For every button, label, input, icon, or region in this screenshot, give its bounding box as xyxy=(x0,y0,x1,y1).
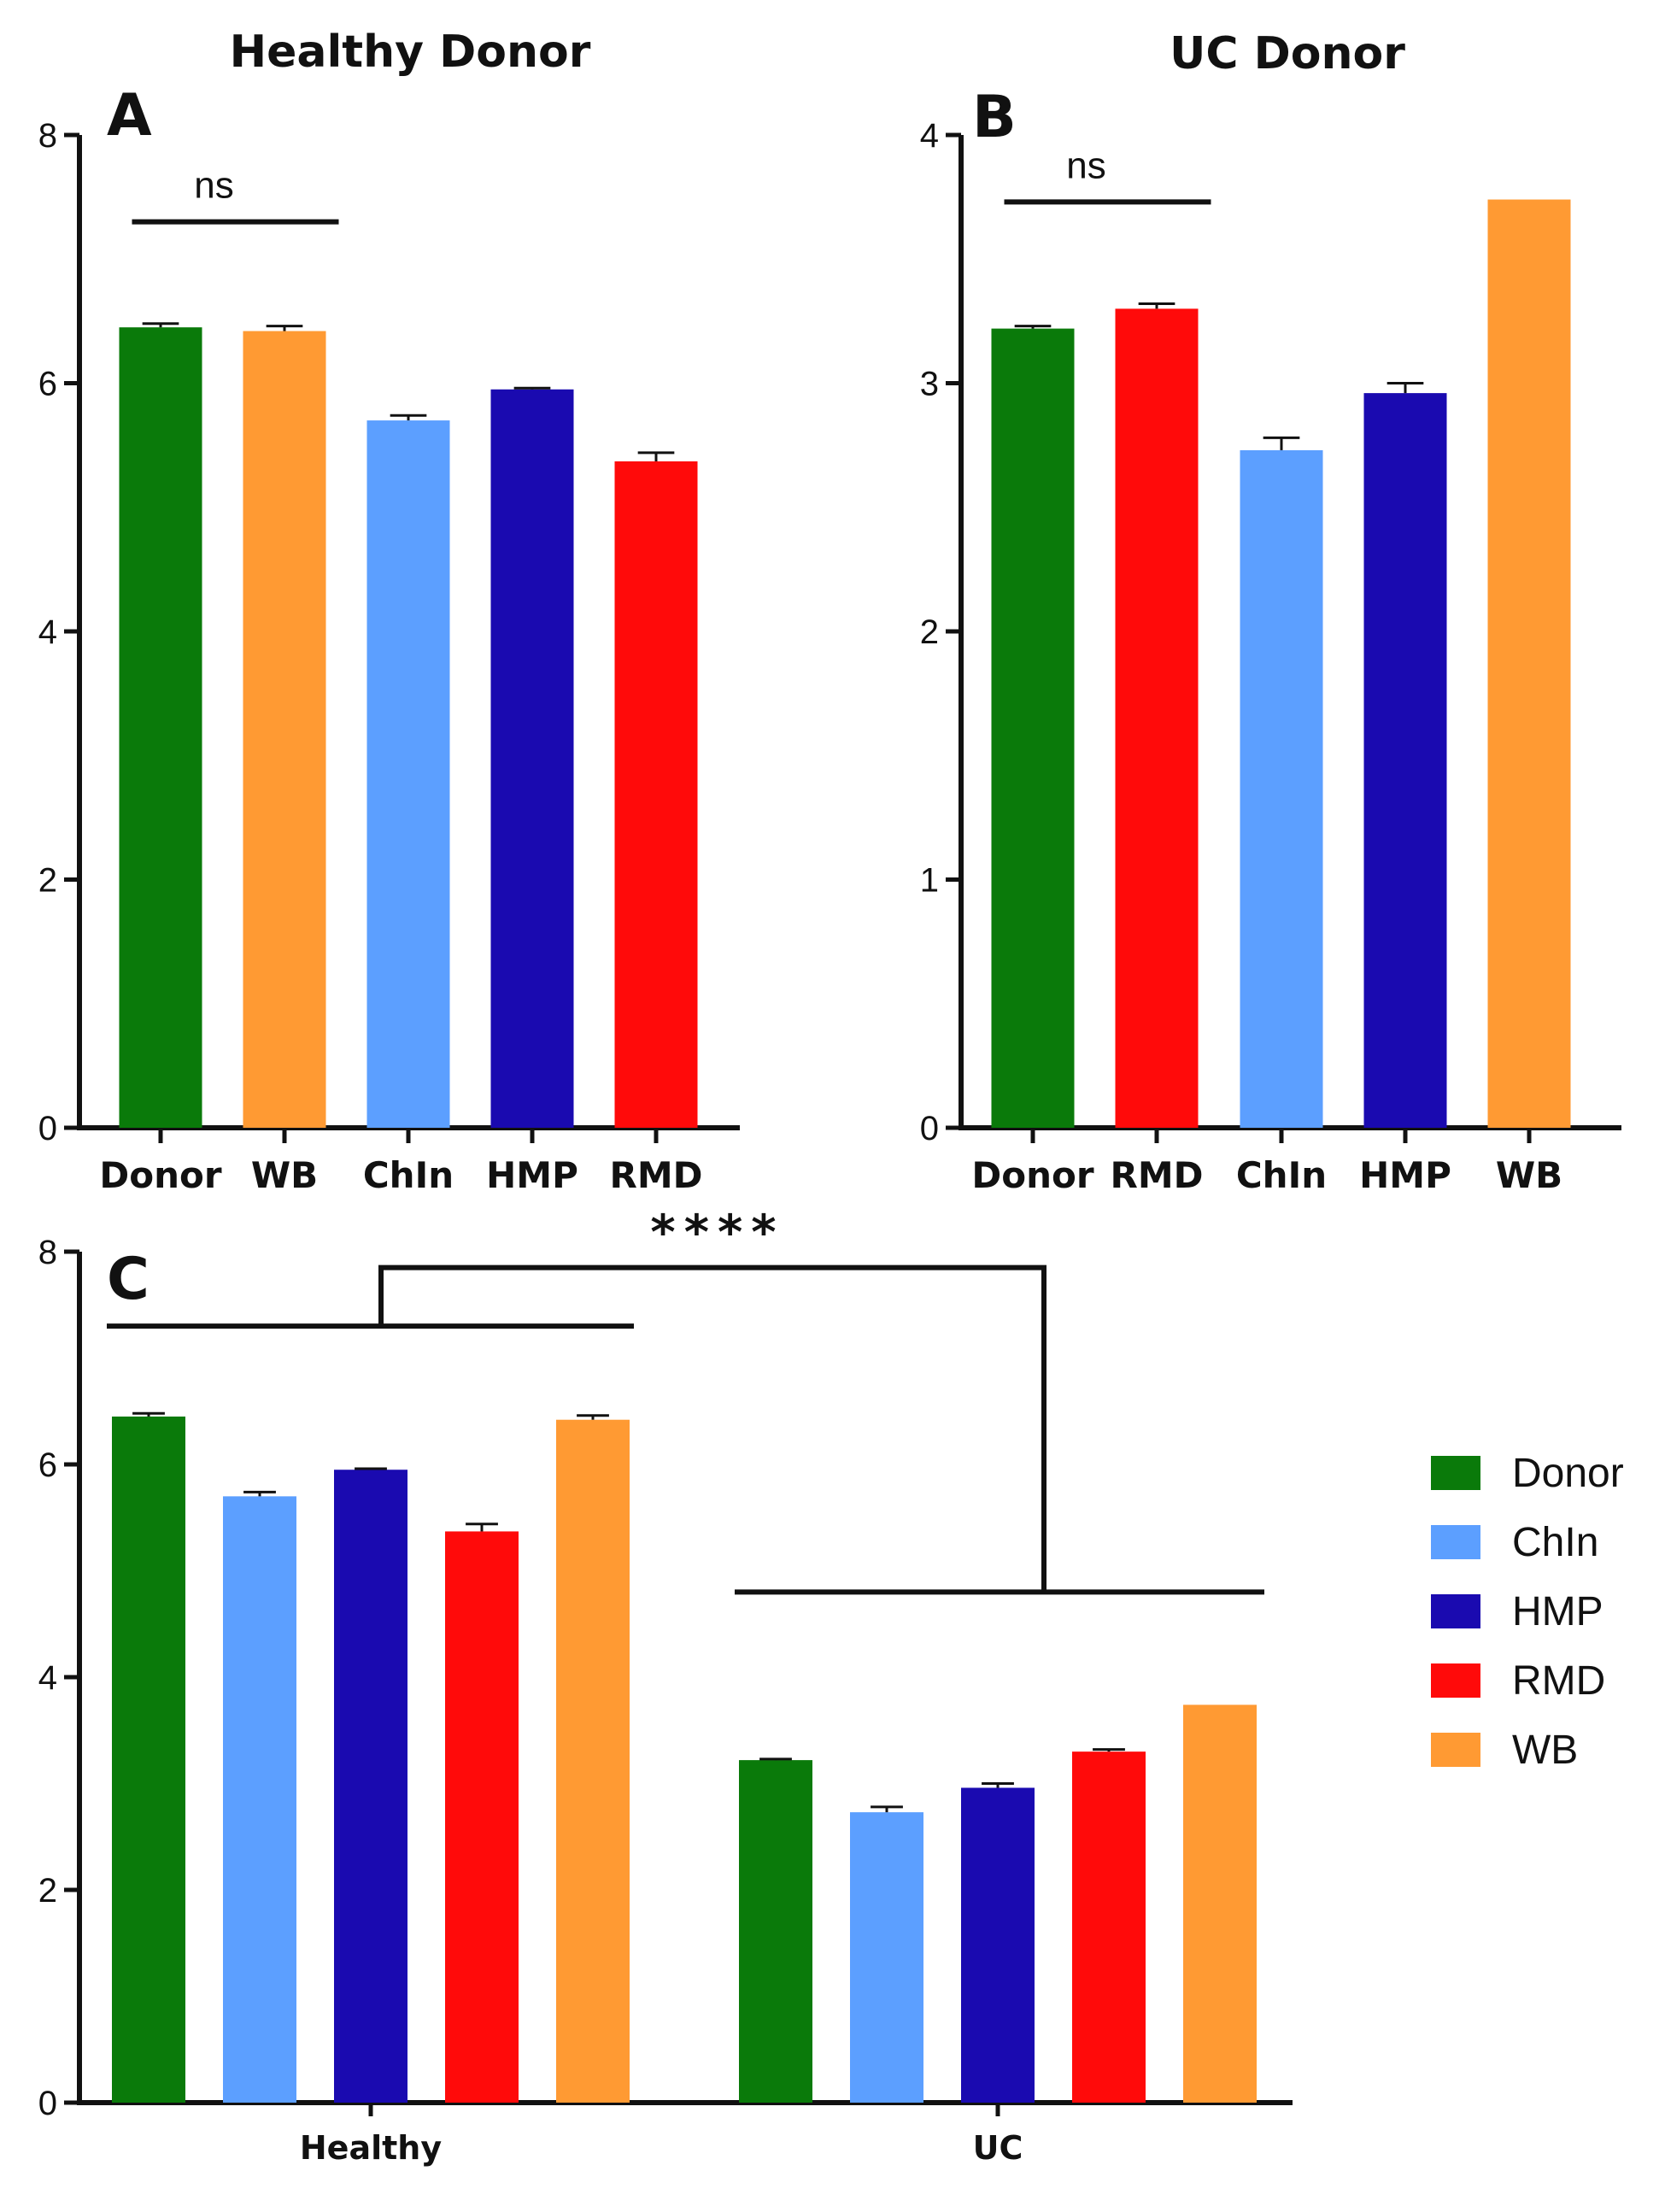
panel-b: UC Donor B 0 1 2 3 4 Donor RMD ChIn HMP WB ns xyxy=(920,28,1621,1196)
legend-label-hmp: HMP xyxy=(1512,1589,1603,1634)
bar-rmd xyxy=(614,461,698,1128)
legend-label-chin: ChIn xyxy=(1512,1520,1598,1565)
bar-healthy-chin xyxy=(223,1496,296,2103)
panel-c: C 0 2 4 6 8 Healthy UC **** Donor ChIn HMP RMD WB xyxy=(38,1206,1624,2167)
bar-uc-donor xyxy=(739,1760,812,2103)
y-tick-label: 6 xyxy=(38,1446,57,1484)
bar-healthy-donor xyxy=(112,1416,185,2103)
bar-chin xyxy=(366,420,450,1128)
x-tick-label: Donor xyxy=(971,1154,1093,1196)
panel-b-yticks: 0 1 2 3 4 xyxy=(920,117,961,1147)
bar-hmp xyxy=(1363,393,1447,1128)
bar-healthy-hmp xyxy=(334,1470,407,2103)
y-tick-label: 4 xyxy=(38,1659,57,1697)
bar-healthy-rmd xyxy=(445,1531,519,2103)
legend-swatch-hmp xyxy=(1431,1594,1480,1628)
bar-wb xyxy=(1487,199,1571,1128)
y-tick-label: 2 xyxy=(38,1872,57,1910)
panel-c-xticks: Healthy UC xyxy=(300,2103,1023,2167)
y-tick-label: 3 xyxy=(920,366,939,403)
significance-label: ns xyxy=(1066,144,1105,186)
bar-donor xyxy=(119,327,202,1128)
y-tick-label: 2 xyxy=(920,613,939,651)
panel-c-legend: Donor ChIn HMP RMD WB xyxy=(1431,1451,1624,1773)
bar-hmp xyxy=(490,389,574,1128)
legend-label-rmd: RMD xyxy=(1512,1658,1605,1704)
y-tick-label: 6 xyxy=(38,366,57,403)
panel-c-bars xyxy=(112,1411,1257,2103)
y-tick-label: 0 xyxy=(38,2085,57,2122)
y-tick-label: 1 xyxy=(920,862,939,900)
panel-a-title: Healthy Donor xyxy=(230,26,591,78)
x-tick-label: HMP xyxy=(486,1154,578,1196)
legend-label-donor: Donor xyxy=(1512,1451,1624,1496)
panel-c-yticks: 0 2 4 6 8 xyxy=(38,1234,79,2122)
y-tick-label: 4 xyxy=(920,117,939,155)
panel-a-xticks: Donor WB ChIn HMP RMD xyxy=(99,1128,703,1196)
panel-a-annotation: ns xyxy=(132,165,339,225)
legend-swatch-donor xyxy=(1431,1456,1480,1490)
panel-b-annotation: ns xyxy=(1004,144,1211,205)
panel-c-letter: C xyxy=(107,1246,149,1313)
panel-b-letter: B xyxy=(972,84,1017,151)
bar-rmd xyxy=(1115,308,1199,1129)
x-tick-label: RMD xyxy=(1111,1154,1204,1196)
bar-healthy-wb xyxy=(556,1419,630,2103)
x-tick-label: WB xyxy=(251,1154,318,1196)
x-tick-label: ChIn xyxy=(363,1154,454,1196)
bar-chin xyxy=(1240,449,1323,1128)
panel-b-xticks: Donor RMD ChIn HMP WB xyxy=(971,1128,1562,1196)
significance-bracket xyxy=(378,1264,1046,1593)
y-tick-label: 8 xyxy=(38,1234,57,1271)
legend-swatch-wb xyxy=(1431,1733,1480,1767)
bar-uc-wb xyxy=(1183,1704,1257,2103)
y-tick-label: 4 xyxy=(38,613,57,651)
y-tick-label: 8 xyxy=(38,117,57,155)
x-tick-label: WB xyxy=(1496,1154,1562,1196)
panel-b-title: UC Donor xyxy=(1170,28,1405,79)
bar-donor xyxy=(991,328,1075,1129)
bar-wb xyxy=(243,331,326,1128)
panel-b-bars xyxy=(991,199,1571,1129)
x-tick-label: Healthy xyxy=(300,2129,442,2167)
bar-uc-hmp xyxy=(961,1787,1035,2103)
panel-a-letter: A xyxy=(107,82,152,150)
x-tick-label: UC xyxy=(973,2129,1023,2167)
legend-label-wb: WB xyxy=(1512,1728,1578,1773)
y-tick-label: 2 xyxy=(38,862,57,900)
panel-a-bars xyxy=(119,322,698,1128)
x-tick-label: ChIn xyxy=(1236,1154,1327,1196)
x-tick-label: HMP xyxy=(1359,1154,1451,1196)
bar-uc-chin xyxy=(850,1812,923,2103)
panel-a-yticks: 0 2 4 6 8 xyxy=(38,117,79,1147)
bar-uc-rmd xyxy=(1072,1751,1146,2103)
y-tick-label: 0 xyxy=(920,1110,939,1147)
significance-label: ns xyxy=(194,165,233,207)
y-tick-label: 0 xyxy=(38,1110,57,1147)
x-tick-label: Donor xyxy=(99,1154,221,1196)
legend-swatch-rmd xyxy=(1431,1663,1480,1698)
legend-swatch-chin xyxy=(1431,1525,1480,1559)
significance-stars: **** xyxy=(650,1206,784,1261)
x-tick-label: RMD xyxy=(610,1154,703,1196)
panel-c-annotation: **** xyxy=(107,1206,1264,1595)
